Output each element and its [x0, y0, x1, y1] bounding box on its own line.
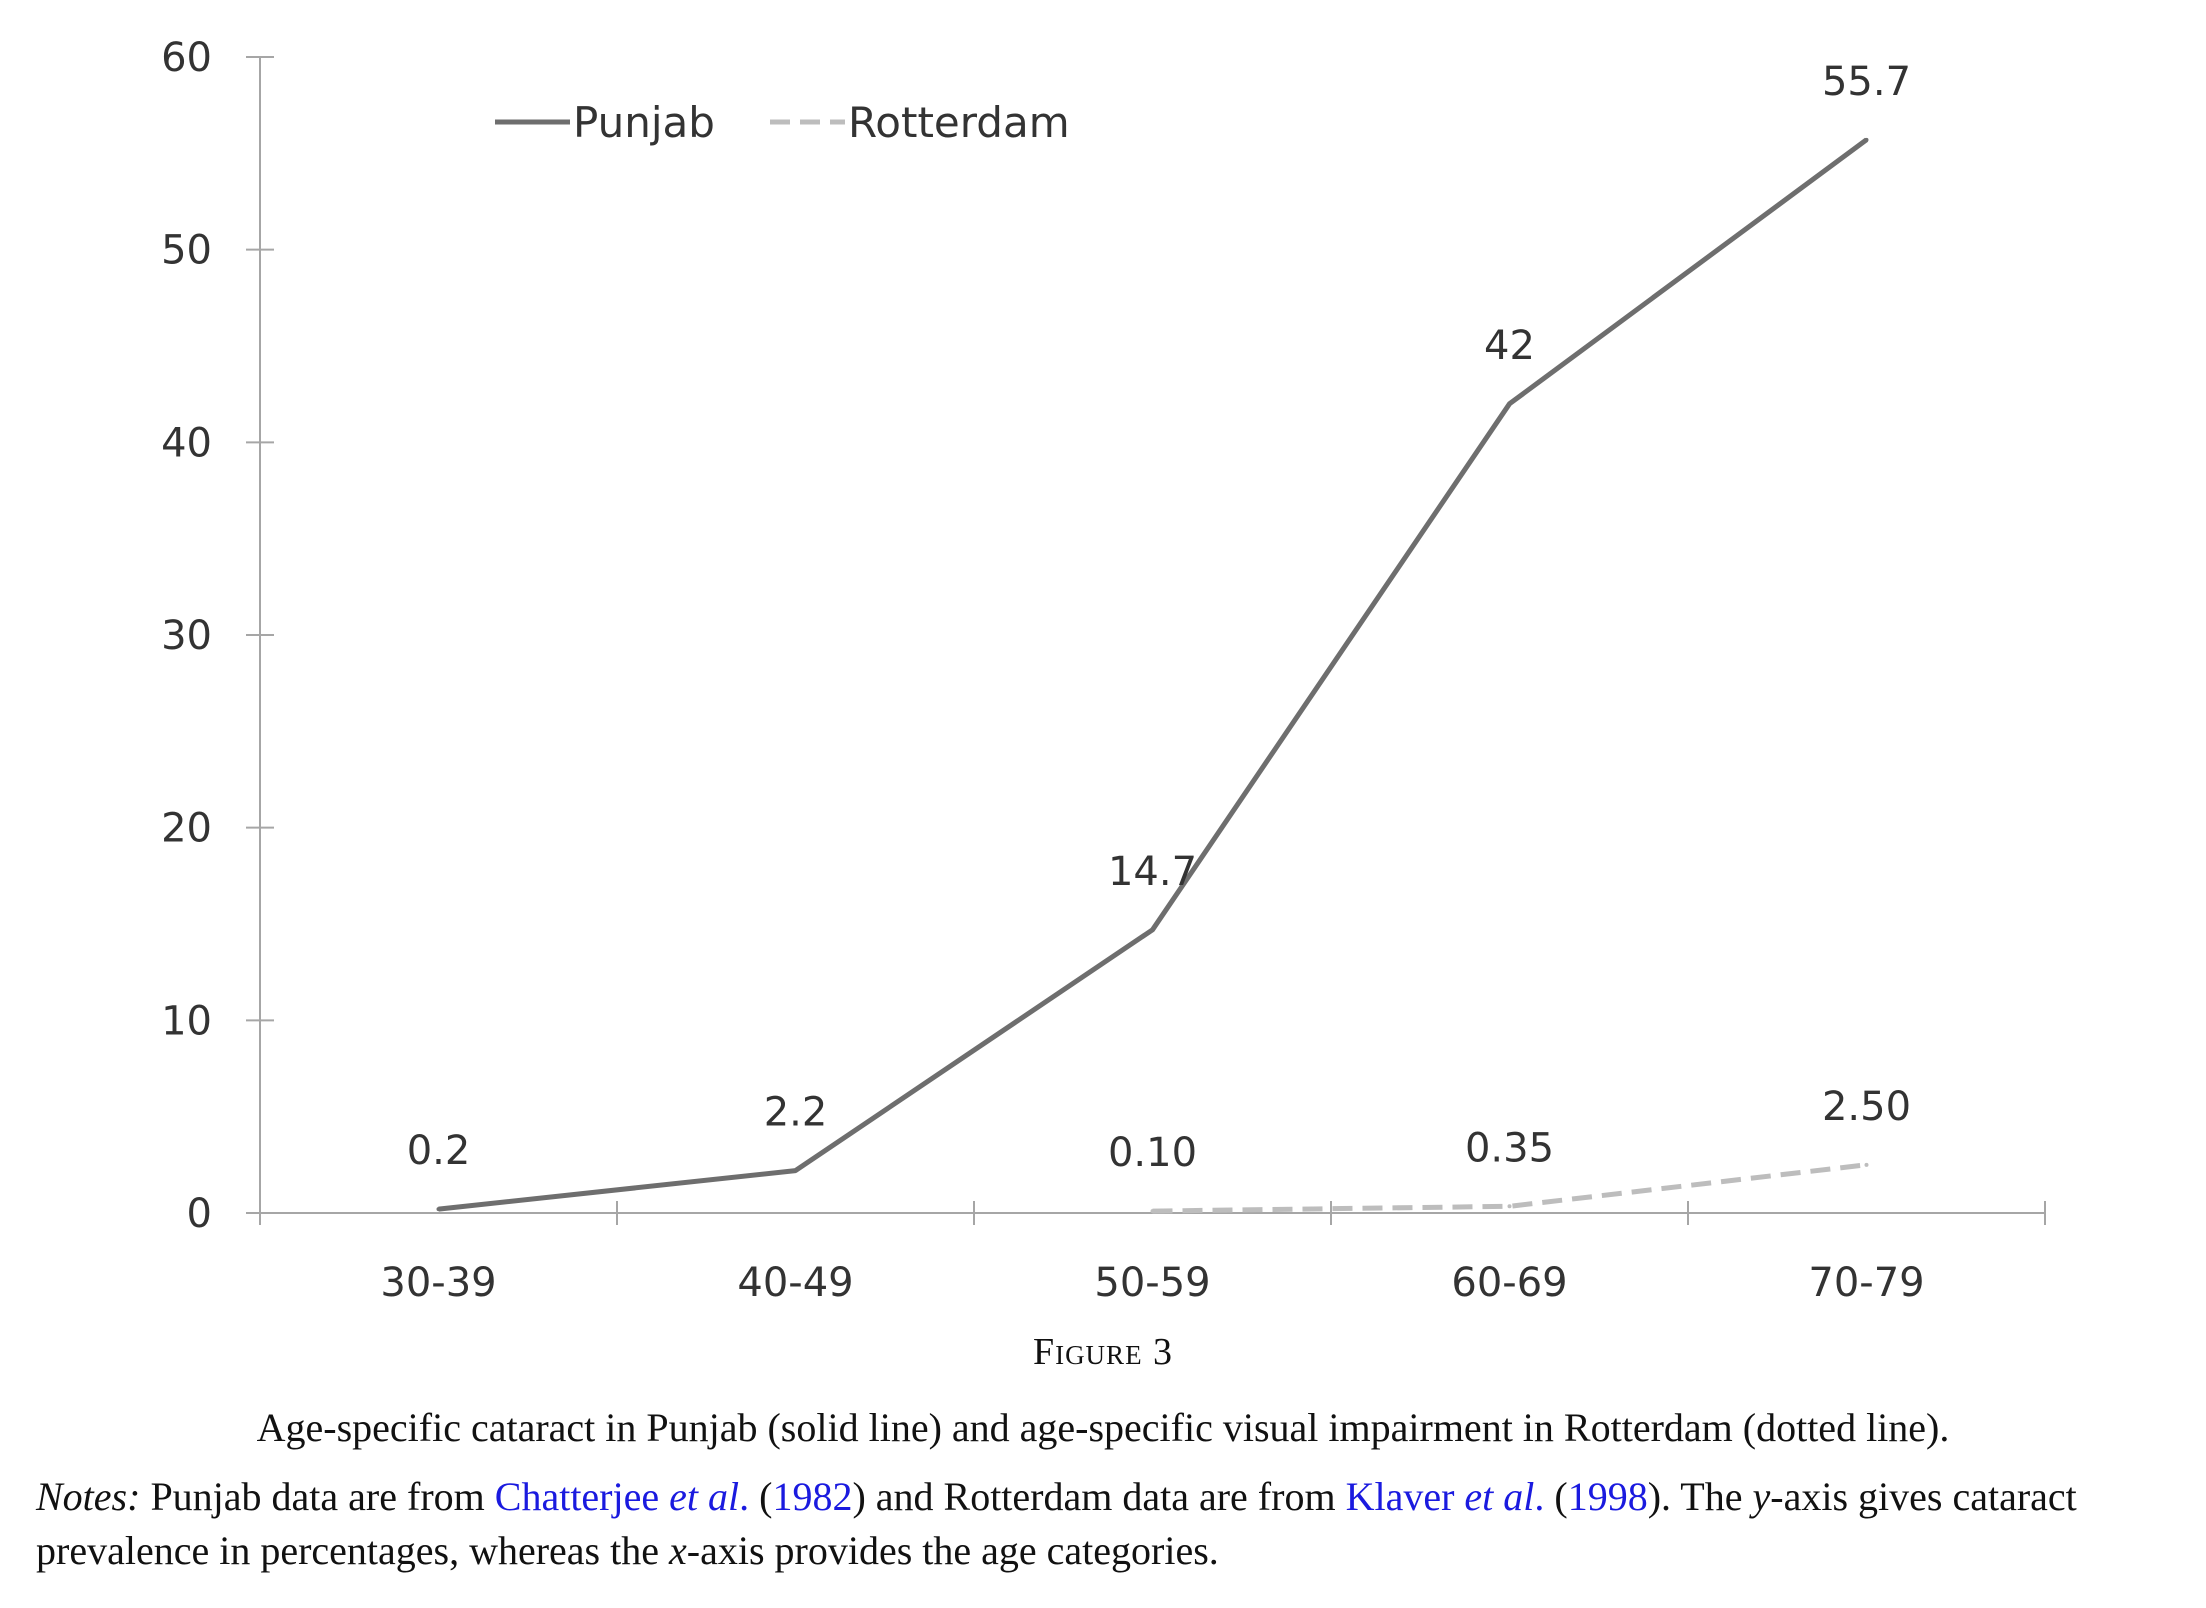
data-point-rotterdam	[1150, 1209, 1155, 1214]
x-tick-label: 60-69	[1451, 1260, 1567, 1306]
data-label: 2.2	[764, 1090, 828, 1136]
notes-label: Notes:	[36, 1474, 141, 1519]
data-point-rotterdam	[1507, 1204, 1512, 1209]
data-point-punjab	[793, 1168, 798, 1173]
y-tick-label: 10	[161, 998, 212, 1044]
legend-label: Punjab	[573, 98, 715, 147]
citation-etal[interactable]: et al	[669, 1474, 740, 1519]
data-point-punjab	[1150, 927, 1155, 932]
citation-author-link[interactable]: Chatterjee	[494, 1474, 660, 1519]
citation-dot[interactable]: .	[739, 1474, 750, 1519]
data-label: 55.7	[1822, 59, 1911, 105]
y-tick-label: 40	[161, 420, 212, 466]
notes-text: ). The	[1647, 1474, 1753, 1519]
notes-text: -axis gives cataract prevalence in perce…	[36, 1474, 2077, 1573]
data-point-punjab	[1507, 401, 1512, 406]
figure-caption: Age-specific cataract in Punjab (solid l…	[256, 1405, 1950, 1450]
data-point-punjab	[436, 1207, 441, 1212]
data-label: 0.2	[407, 1128, 471, 1174]
legend: Punjab Rotterdam	[495, 98, 1070, 147]
notes-text: (	[1544, 1474, 1568, 1519]
y-tick-label: 50	[161, 228, 212, 274]
series-line-punjab	[438, 137, 1868, 1212]
figure-title: Figure 3	[1032, 1331, 1174, 1373]
notes-text: (	[749, 1474, 773, 1519]
notes-text: -axis provides the age categories.	[686, 1528, 1219, 1573]
citation-author-link[interactable]: Klaver	[1345, 1474, 1455, 1519]
y-tick-label: 20	[161, 806, 212, 852]
data-point-rotterdam	[1864, 1162, 1869, 1167]
line-chart: 0 10 20 30 40 50 60 30-39 40-49 50-59 60-69 70-79 0…	[161, 35, 2046, 1306]
x-tick-label: 40-49	[737, 1260, 853, 1306]
y-tick-label: 0	[187, 1191, 212, 1237]
citation-year-link[interactable]: 1998	[1567, 1474, 1648, 1519]
data-label: 0.35	[1465, 1125, 1554, 1171]
data-label: 14.7	[1108, 849, 1197, 895]
series-layer	[436, 137, 1869, 1214]
data-label: 42	[1484, 323, 1535, 369]
y-tick-label: 30	[161, 613, 212, 659]
citation-dot[interactable]: .	[1534, 1474, 1545, 1519]
axes: 0 10 20 30 40 50 60 30-39 40-49 50-59 60-69 70-79	[161, 35, 2046, 1306]
data-point-punjab	[1864, 137, 1869, 142]
data-label: 0.10	[1108, 1130, 1197, 1176]
x-variable: x	[669, 1528, 687, 1573]
citation-year-link[interactable]: 1982	[772, 1474, 853, 1519]
legend-label: Rotterdam	[848, 98, 1070, 147]
y-variable: y	[1752, 1474, 1771, 1519]
notes-text: Punjab data are from	[140, 1474, 495, 1519]
figure-notes: Notes: Punjab data are from Chatterjee e…	[36, 1470, 2186, 1578]
y-tick-label: 60	[161, 35, 212, 81]
series-line-rotterdam	[1152, 1162, 1867, 1214]
x-tick-label: 50-59	[1094, 1260, 1210, 1306]
data-label: 2.50	[1822, 1084, 1911, 1130]
citation-etal[interactable]: et al	[1464, 1474, 1535, 1519]
x-tick-label: 30-39	[380, 1260, 496, 1306]
data-labels: 0.2 2.2 14.7 42 55.7 0.10 0.35 2.50	[407, 59, 1911, 1176]
notes-text: ) and Rotterdam data are from	[852, 1474, 1346, 1519]
x-tick-label: 70-79	[1808, 1260, 1924, 1306]
